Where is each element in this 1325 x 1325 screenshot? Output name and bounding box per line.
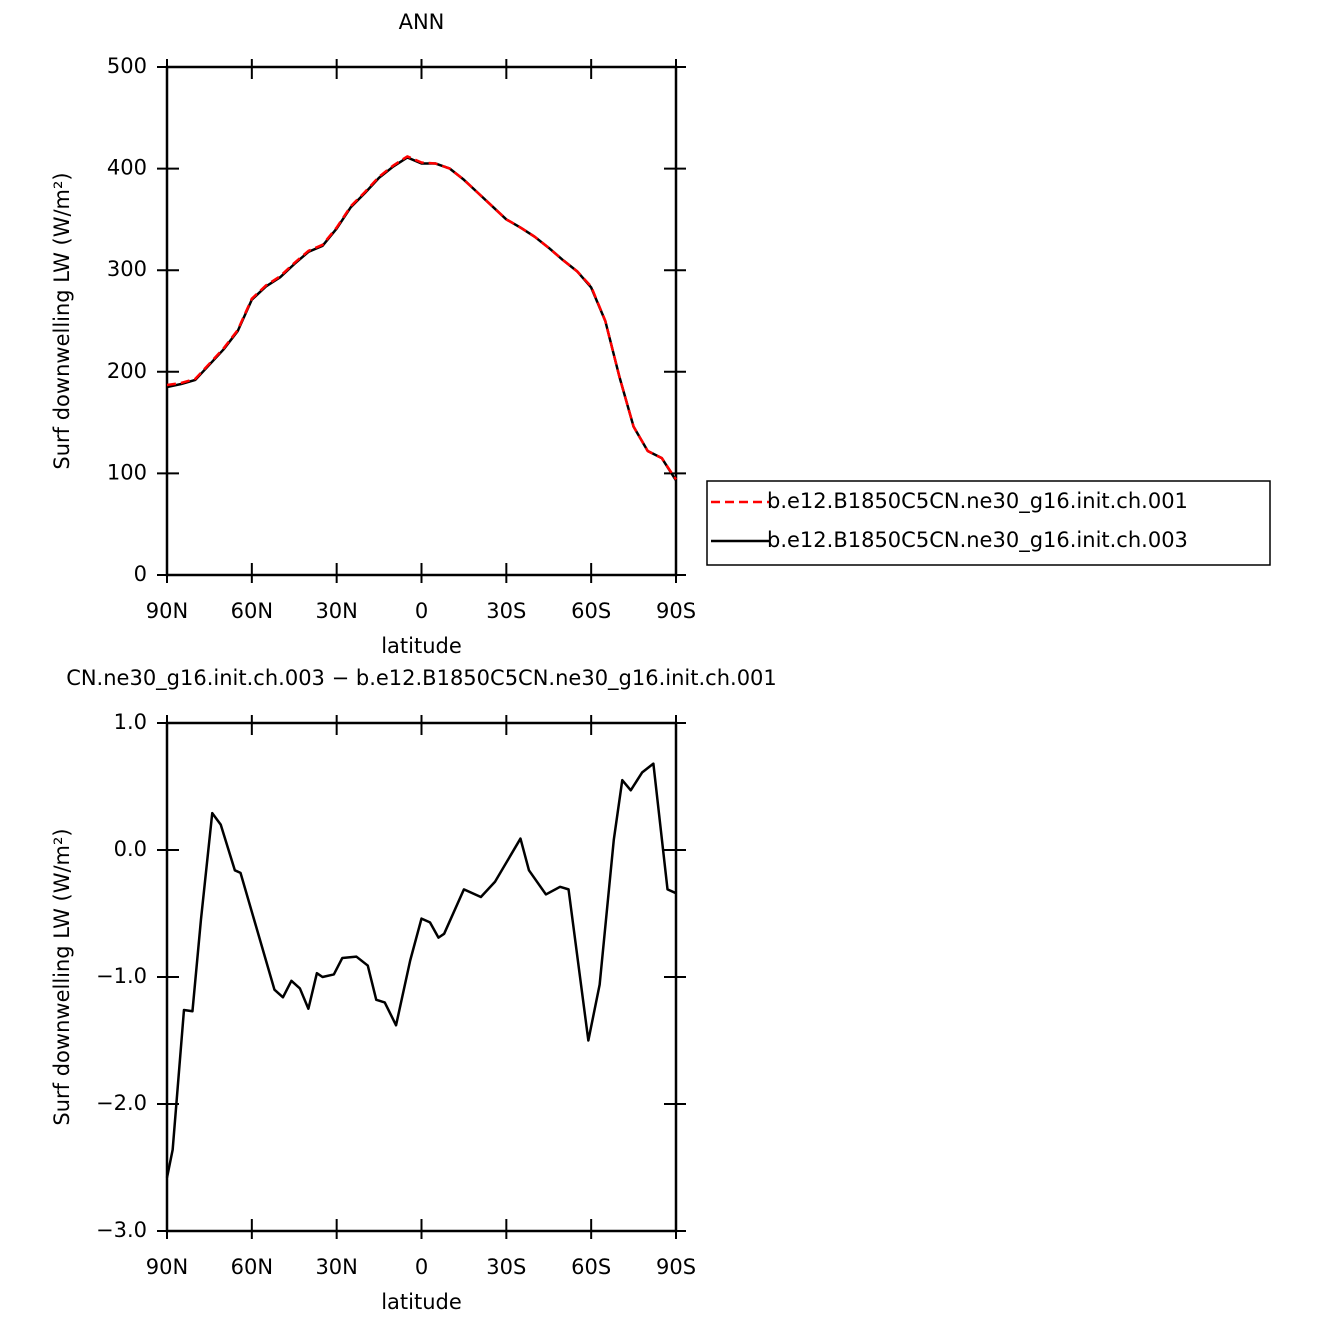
plot-frame — [165, 721, 678, 1233]
legend-label: b.e12.B1850C5CN.ne30_g16.init.ch.001 — [767, 489, 1188, 514]
x-tick-label: 0 — [415, 1255, 428, 1279]
x-tick-label: 0 — [415, 599, 428, 623]
x-axis-label: latitude — [381, 1290, 462, 1314]
x-tick-label: 30S — [486, 599, 526, 623]
legend-box — [706, 480, 1271, 566]
y-tick-label: 1.0 — [114, 710, 147, 734]
y-tick-label: 300 — [107, 257, 147, 281]
x-tick-label: 30N — [315, 1255, 357, 1279]
x-tick-label: 30S — [486, 1255, 526, 1279]
y-tick-label: 200 — [107, 359, 147, 383]
data-line — [165, 762, 677, 1178]
legend-label: b.e12.B1850C5CN.ne30_g16.init.ch.003 — [767, 528, 1188, 553]
x-tick-label: 60N — [231, 599, 273, 623]
data-line — [166, 155, 678, 481]
x-tick-label: 90N — [146, 599, 188, 623]
x-axis-label: latitude — [381, 634, 462, 658]
x-tick-label: 60N — [231, 1255, 273, 1279]
y-tick-label: 0 — [134, 562, 147, 586]
x-tick-label: 90S — [656, 1255, 696, 1279]
x-tick-label: 60S — [571, 1255, 611, 1279]
x-tick-label: 60S — [571, 599, 611, 623]
y-axis-label: Surf downwelling LW (W/m²) — [50, 172, 74, 469]
y-tick-label: 500 — [107, 54, 147, 78]
x-tick-label: 30N — [315, 599, 357, 623]
x-tick-label: 90S — [656, 599, 696, 623]
chart-title: CN.ne30_g16.init.ch.003 − b.e12.B1850C5C… — [66, 666, 777, 691]
y-tick-label: −1.0 — [96, 964, 147, 988]
y-tick-label: −2.0 — [96, 1091, 147, 1115]
chart-title: ANN — [399, 10, 445, 34]
y-axis-label: Surf downwelling LW (W/m²) — [50, 828, 74, 1125]
y-tick-label: 0.0 — [114, 837, 147, 861]
y-tick-label: 100 — [107, 460, 147, 484]
y-tick-label: −3.0 — [96, 1218, 147, 1242]
y-tick-label: 400 — [107, 156, 147, 180]
plot-frame — [165, 65, 678, 577]
x-tick-label: 90N — [146, 1255, 188, 1279]
